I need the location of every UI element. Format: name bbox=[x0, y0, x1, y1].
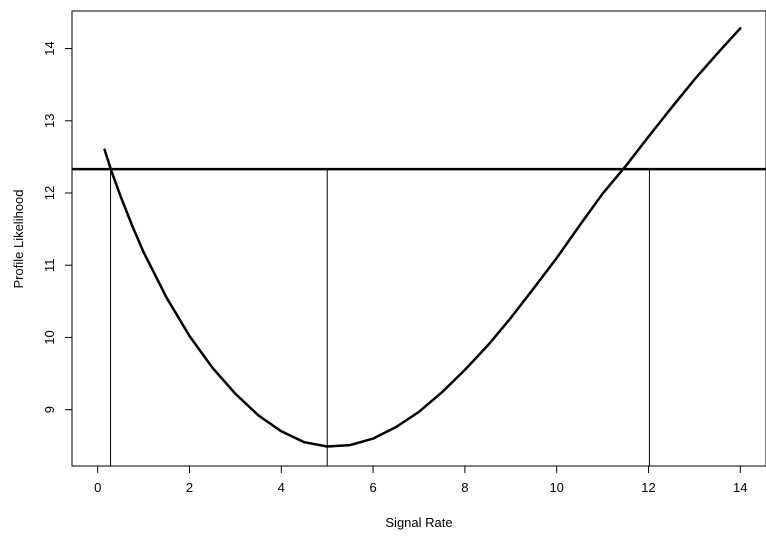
x-tick-label: 14 bbox=[733, 480, 747, 495]
likelihood-curve bbox=[103, 27, 742, 448]
y-tick-label: 11 bbox=[42, 258, 57, 272]
y-tick-label: 10 bbox=[42, 330, 57, 344]
x-tick-label: 10 bbox=[549, 480, 563, 495]
x-tick-label: 4 bbox=[278, 480, 285, 495]
y-tick-label: 13 bbox=[42, 114, 57, 128]
x-axis: 0 2 4 6 8 10 12 14 bbox=[94, 465, 748, 495]
x-tick-label: 8 bbox=[461, 480, 468, 495]
plot-content bbox=[72, 27, 766, 466]
x-tick-label: 12 bbox=[641, 480, 655, 495]
x-axis-label: Signal Rate bbox=[385, 515, 452, 530]
y-tick-label: 14 bbox=[42, 41, 57, 55]
y-tick-label: 12 bbox=[42, 186, 57, 200]
y-tick-label: 9 bbox=[42, 406, 57, 413]
y-axis: 9 10 11 12 13 14 bbox=[42, 41, 73, 413]
x-tick-label: 0 bbox=[94, 480, 101, 495]
x-tick-label: 6 bbox=[369, 480, 376, 495]
y-axis-label: Profile Likelihood bbox=[11, 189, 26, 288]
x-tick-label: 2 bbox=[186, 480, 193, 495]
plot-frame bbox=[71, 10, 766, 467]
